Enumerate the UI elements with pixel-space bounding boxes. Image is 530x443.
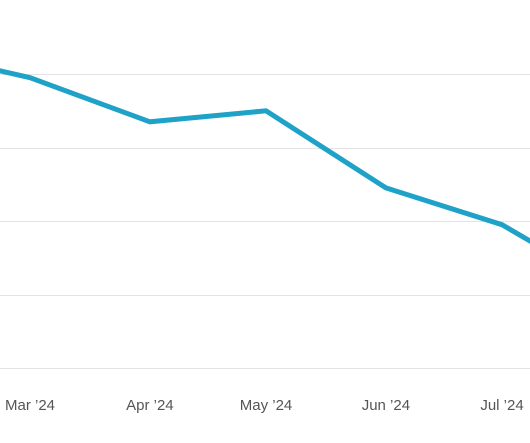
gridlines [0,74,530,369]
x-tick-label: Apr ’24 [126,397,174,414]
x-tick-label: Jul ’24 [480,397,523,414]
series-line-0 [0,68,530,244]
x-tick-label: Jun ’24 [362,397,410,414]
x-tick-label: Mar ’24 [5,397,55,414]
series-lines [0,68,530,244]
x-tick-label: May ’24 [240,397,293,414]
x-axis-tick-labels: Mar ’24 Apr ’24 May ’24 Jun ’24 Jul ’24 [5,397,524,414]
